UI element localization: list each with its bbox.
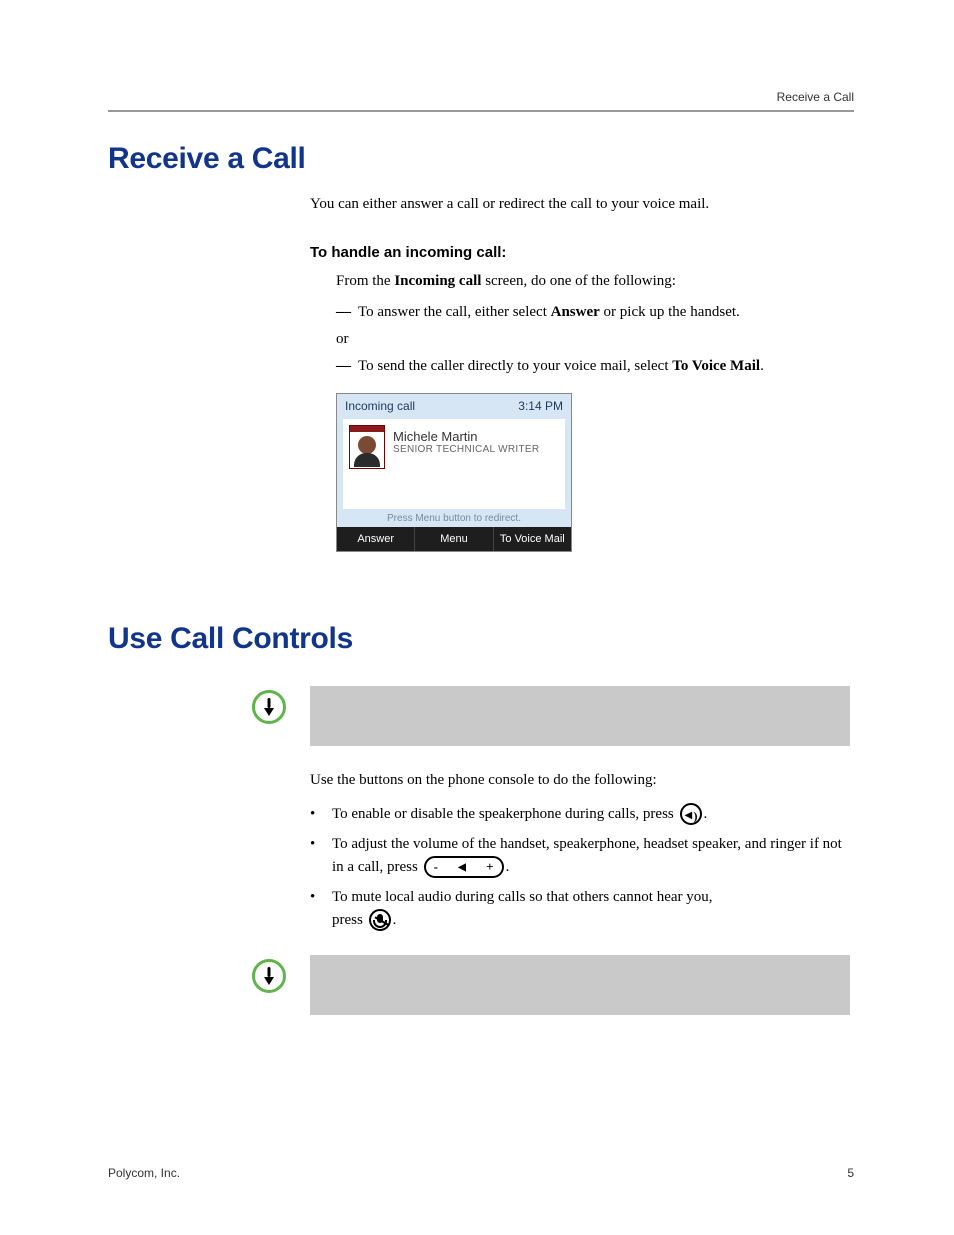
footer-page-number: 5 <box>847 1166 854 1180</box>
controls-list: To enable or disable the speakerphone du… <box>310 803 850 932</box>
tip-block-1 <box>108 686 854 746</box>
controls-intro: Use the buttons on the phone console to … <box>310 770 850 790</box>
phone-header-time: 3:14 PM <box>518 399 563 413</box>
option-1: — To answer the call, either select Answ… <box>336 302 850 323</box>
b1-suffix: . <box>704 806 708 822</box>
option-2-text: To send the caller directly to your voic… <box>358 356 850 377</box>
avatar-body <box>354 453 380 467</box>
incoming-call-screenshot: Incoming call 3:14 PM Michele Martin SEN… <box>336 393 572 552</box>
step-prefix: From the <box>336 273 394 289</box>
bullet-mute: To mute local audio during calls so that… <box>310 886 850 931</box>
tip-icon-col <box>108 955 292 1015</box>
softkey-answer[interactable]: Answer <box>337 527 415 551</box>
procedure-title: To handle an incoming call: <box>310 244 850 261</box>
phone-hint: Press Menu button to redirect. <box>337 509 571 527</box>
mute-slash <box>374 917 388 926</box>
step-bold: Incoming call <box>394 273 481 289</box>
speakerphone-button-icon <box>680 803 702 825</box>
mute-button-icon <box>369 909 391 931</box>
tip-content-placeholder <box>310 686 850 746</box>
caller-title: SENIOR TECHNICAL WRITER <box>393 444 539 455</box>
bullet-volume: To adjust the volume of the handset, spe… <box>310 833 850 878</box>
or-separator: or <box>336 331 850 348</box>
lead-paragraph: You can either answer a call or redirect… <box>310 194 850 214</box>
section-title-receive-a-call: Receive a Call <box>108 142 854 176</box>
b3-line1: To mute local audio during calls so that… <box>332 889 713 905</box>
section-title-use-call-controls: Use Call Controls <box>108 622 854 656</box>
page-footer: Polycom, Inc. 5 <box>108 1166 854 1180</box>
step-suffix: screen, do one of the following: <box>481 273 676 289</box>
opt1-prefix: To answer the call, either select <box>358 304 551 320</box>
tip-content-placeholder <box>310 955 850 1015</box>
caller-name: Michele Martin <box>393 429 539 444</box>
b3-suffix: . <box>393 912 397 928</box>
power-user-tip-icon <box>252 690 286 724</box>
opt2-suffix: . <box>760 358 764 374</box>
page: Receive a Call Receive a Call You can ei… <box>0 0 954 1235</box>
step-line: From the Incoming call screen, do one of… <box>336 271 850 292</box>
caller-avatar <box>349 425 385 469</box>
option-2: — To send the caller directly to your vo… <box>336 356 850 377</box>
vol-plus: + <box>486 857 493 877</box>
phone-softkeys: Answer Menu To Voice Mail <box>337 527 571 551</box>
dash-icon: — <box>336 356 358 377</box>
phone-body: Michele Martin SENIOR TECHNICAL WRITER <box>343 419 565 509</box>
section2-body: Use the buttons on the phone console to … <box>310 770 850 931</box>
dash-icon: — <box>336 302 358 323</box>
b2-suffix: . <box>506 859 510 875</box>
top-rule <box>108 110 854 112</box>
tip-icon-col <box>108 686 292 746</box>
softkey-menu[interactable]: Menu <box>415 527 493 551</box>
footer-company: Polycom, Inc. <box>108 1166 180 1180</box>
running-header: Receive a Call <box>108 90 854 104</box>
bullet-speakerphone: To enable or disable the speakerphone du… <box>310 803 850 826</box>
power-user-tip-icon <box>252 959 286 993</box>
option-1-text: To answer the call, either select Answer… <box>358 302 850 323</box>
section1-body: You can either answer a call or redirect… <box>310 194 850 552</box>
vol-minus: - <box>434 857 438 877</box>
opt1-suffix: or pick up the handset. <box>600 304 740 320</box>
phone-header: Incoming call 3:14 PM <box>337 394 571 415</box>
phone-header-left: Incoming call <box>345 399 415 413</box>
avatar-head <box>358 436 376 454</box>
b2-prefix: To adjust the volume of the handset, spe… <box>332 836 842 875</box>
b3-line2-prefix: press <box>332 912 367 928</box>
opt2-bold: To Voice Mail <box>672 358 760 374</box>
volume-rocker-icon: - ◀ + <box>424 856 504 878</box>
caller-info: Michele Martin SENIOR TECHNICAL WRITER <box>393 425 539 455</box>
opt2-prefix: To send the caller directly to your voic… <box>358 358 672 374</box>
softkey-to-voice-mail[interactable]: To Voice Mail <box>494 527 571 551</box>
b1-prefix: To enable or disable the speakerphone du… <box>332 806 678 822</box>
tip-block-2 <box>108 955 854 1015</box>
opt1-bold: Answer <box>551 304 600 320</box>
vol-triangle-icon: ◀ <box>458 860 466 875</box>
